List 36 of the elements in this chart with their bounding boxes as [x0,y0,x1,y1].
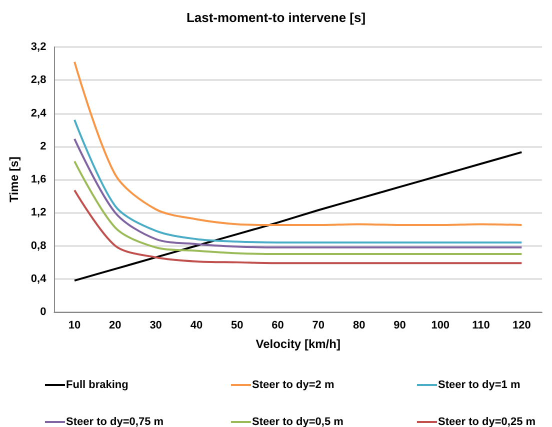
y-tick-label: 2,8 [30,74,46,86]
x-tick-label: 80 [352,320,366,332]
legend-label: Steer to dy=2 m [252,379,334,391]
line-series [74,138,523,248]
line-series [74,160,523,256]
line-series [74,189,523,264]
x-tick-label: 10 [68,320,81,332]
x-tick-label: 50 [230,320,244,332]
legend-label: Steer to dy=0,5 m [252,416,344,427]
y-tick-label: 2,4 [30,107,48,120]
x-axis-title: Velocity [km/h] [256,337,340,351]
x-tick-label: 100 [431,320,450,332]
x-tick-label: 60 [272,320,284,332]
x-tick-label: 30 [150,320,162,332]
y-axis-title: Time [s] [7,156,21,202]
x-tick-label: 110 [472,320,490,332]
line-series [74,118,523,244]
y-tick-label: 2 [40,140,46,152]
x-tick-label: 40 [190,320,203,332]
x-tick-label: 90 [394,320,406,332]
x-tick-label: 70 [312,320,325,332]
x-tick-label: 120 [512,320,531,332]
y-tick-label: 1,2 [30,206,46,219]
legend-label: Steer to dy=0,25 m [438,416,536,427]
x-tick-label: 20 [109,320,122,332]
line-series [74,60,523,226]
y-tick-label: 0,8 [30,240,46,252]
legend-label: Steer to dy=1 m [438,379,520,391]
chart-title: Last-moment-to intervene [s] [186,10,366,25]
y-tick-label: 0,4 [30,272,48,285]
legend-label: Full braking [66,379,128,391]
y-tick-label: 3,2 [30,41,46,53]
y-tick-label: 1,6 [30,174,46,186]
line-series [74,151,523,282]
y-tick-label: 0 [40,306,46,318]
legend-label: Steer to dy=0,75 m [66,416,164,427]
